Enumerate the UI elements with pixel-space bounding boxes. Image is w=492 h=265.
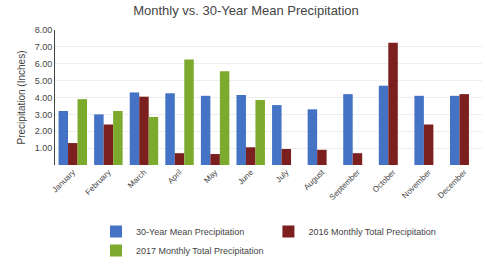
svg-text:November: November: [400, 168, 433, 201]
svg-text:December: December: [436, 168, 469, 201]
svg-text:June: June: [236, 167, 255, 186]
svg-text:May: May: [202, 168, 219, 185]
svg-text:1.00: 1.00: [35, 143, 53, 153]
svg-text:2.00: 2.00: [35, 126, 53, 136]
svg-text:October: October: [371, 168, 398, 195]
svg-text:5.00: 5.00: [35, 76, 53, 86]
svg-text:4.00: 4.00: [35, 93, 53, 103]
svg-text:Monthly vs. 30-Year Mean Preci: Monthly vs. 30-Year Mean Precipitation: [133, 3, 359, 18]
svg-text:March: March: [126, 168, 148, 190]
svg-text:7.00: 7.00: [35, 42, 53, 52]
svg-text:July: July: [274, 168, 290, 184]
svg-text:April: April: [166, 168, 184, 186]
svg-text:3.00: 3.00: [35, 110, 53, 120]
svg-text:January: January: [51, 168, 77, 194]
svg-text:2017 Monthly Total Precipitati: 2017 Monthly Total Precipitation: [136, 246, 263, 256]
svg-text:February: February: [84, 168, 113, 197]
svg-text:2016 Monthly Total Precipitati: 2016 Monthly Total Precipitation: [308, 227, 435, 237]
svg-text:30-Year Mean Precipitation: 30-Year Mean Precipitation: [136, 227, 244, 237]
svg-text:August: August: [302, 167, 327, 192]
svg-text:6.00: 6.00: [35, 59, 53, 69]
svg-text:September: September: [328, 168, 362, 202]
svg-text:Precipitation (Inches): Precipitation (Inches): [16, 51, 27, 145]
svg-text:8.00: 8.00: [35, 25, 53, 35]
